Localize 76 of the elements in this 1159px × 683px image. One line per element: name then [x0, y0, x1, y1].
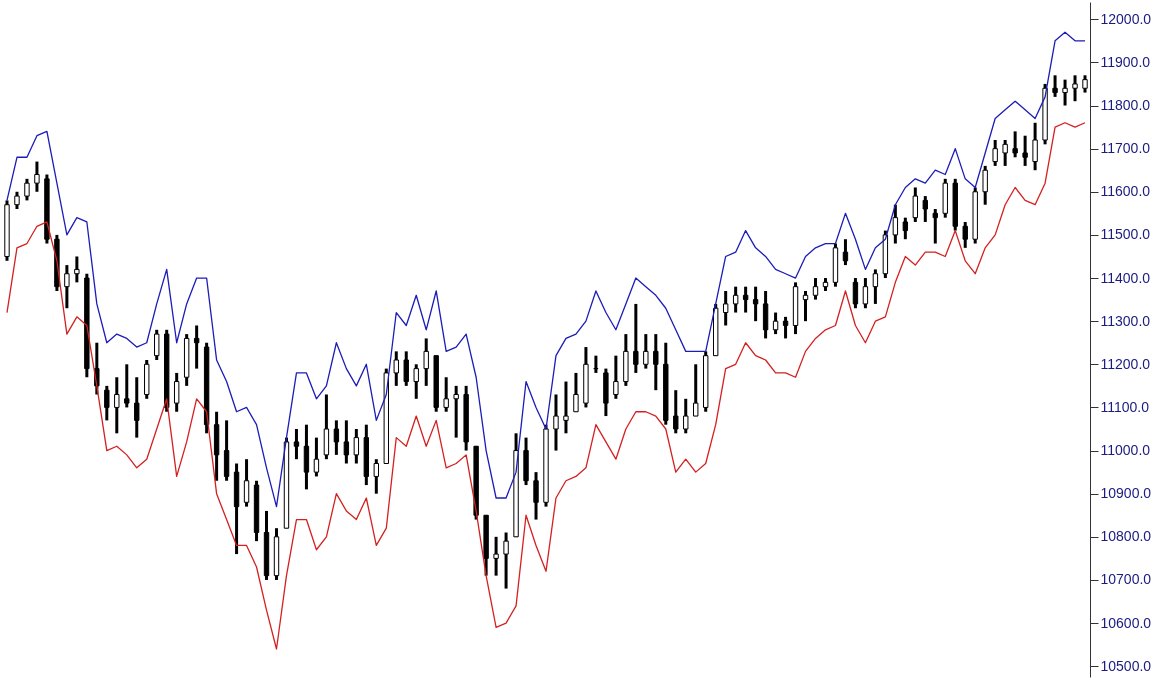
candlestick — [64, 265, 70, 310]
y-tick-label: 11800.0 — [1100, 97, 1151, 114]
candlestick — [553, 394, 559, 451]
candlestick — [1032, 121, 1038, 172]
candlestick — [104, 384, 110, 421]
y-tick-label: 11900.0 — [1100, 53, 1151, 70]
candlestick — [243, 459, 250, 507]
y-tick-label: 11300.0 — [1100, 312, 1151, 329]
candlestick — [992, 140, 998, 166]
candlestick — [343, 420, 350, 464]
candlestick — [872, 269, 879, 304]
candlestick — [1052, 75, 1058, 97]
candlestick — [493, 535, 499, 576]
y-tick-label: 10800.0 — [1100, 528, 1152, 545]
y-tick-label: 12000.0 — [1100, 10, 1152, 27]
candlestick — [353, 429, 360, 464]
candlestick — [74, 256, 80, 283]
y-tick-label: 11000.0 — [1100, 442, 1151, 459]
candlestick — [393, 351, 399, 386]
candlestick — [423, 338, 429, 386]
candlestick — [443, 377, 449, 412]
candlestick — [932, 209, 938, 244]
candlestick — [1062, 79, 1068, 106]
y-tick-label: 11400.0 — [1100, 269, 1151, 286]
y-tick-label: 10600.0 — [1100, 614, 1152, 631]
line-series — [6, 31, 1086, 508]
candlestick — [693, 364, 699, 418]
candlestick — [653, 334, 659, 392]
candlestick — [114, 377, 120, 434]
y-tick-label: 10500.0 — [1100, 657, 1152, 674]
candlestick — [563, 381, 569, 434]
candlestick — [1002, 140, 1008, 166]
candlestick — [573, 371, 579, 413]
candlestick — [643, 334, 649, 369]
candlestick — [683, 397, 689, 434]
candlestick — [403, 351, 409, 386]
candlestick — [413, 364, 419, 399]
candlestick — [1022, 135, 1028, 166]
candlestick — [982, 164, 988, 205]
candlestick — [912, 187, 919, 222]
candlestick — [902, 217, 909, 241]
candlestick — [1012, 131, 1018, 158]
candlestick — [24, 177, 30, 201]
candlestick — [533, 472, 539, 520]
candlestick — [34, 161, 40, 192]
candlestick — [732, 286, 739, 313]
candlestick — [453, 384, 459, 438]
candlestick — [333, 420, 340, 455]
candlestick — [124, 364, 130, 408]
y-tick-label: 11100.0 — [1100, 398, 1150, 415]
y-tick-label: 11200.0 — [1100, 355, 1151, 372]
candlestick — [752, 286, 759, 323]
candlestick — [892, 204, 899, 244]
candlestick — [633, 302, 639, 373]
y-tick-label: 10900.0 — [1100, 485, 1152, 502]
y-tick-label: 10700.0 — [1100, 571, 1152, 588]
candlestick — [852, 278, 859, 310]
candlestick — [722, 290, 729, 326]
candlestick — [154, 328, 160, 360]
candlestick — [862, 278, 869, 310]
line-series — [6, 122, 1086, 650]
candlestick — [1072, 75, 1078, 103]
y-tick-label: 11600.0 — [1100, 183, 1151, 200]
candlestick — [922, 196, 928, 222]
candlestick — [673, 390, 679, 434]
candlestick — [313, 437, 320, 477]
candlestick — [962, 220, 968, 248]
y-tick-label: 11700.0 — [1100, 140, 1151, 157]
candlestick — [373, 459, 380, 494]
candlestick — [812, 278, 819, 300]
candlestick — [173, 371, 180, 412]
candlestick — [134, 377, 140, 438]
y-tick-label: 11500.0 — [1100, 226, 1151, 243]
candlestick — [503, 532, 509, 589]
candlestick — [293, 429, 300, 461]
candlestick — [613, 355, 619, 399]
